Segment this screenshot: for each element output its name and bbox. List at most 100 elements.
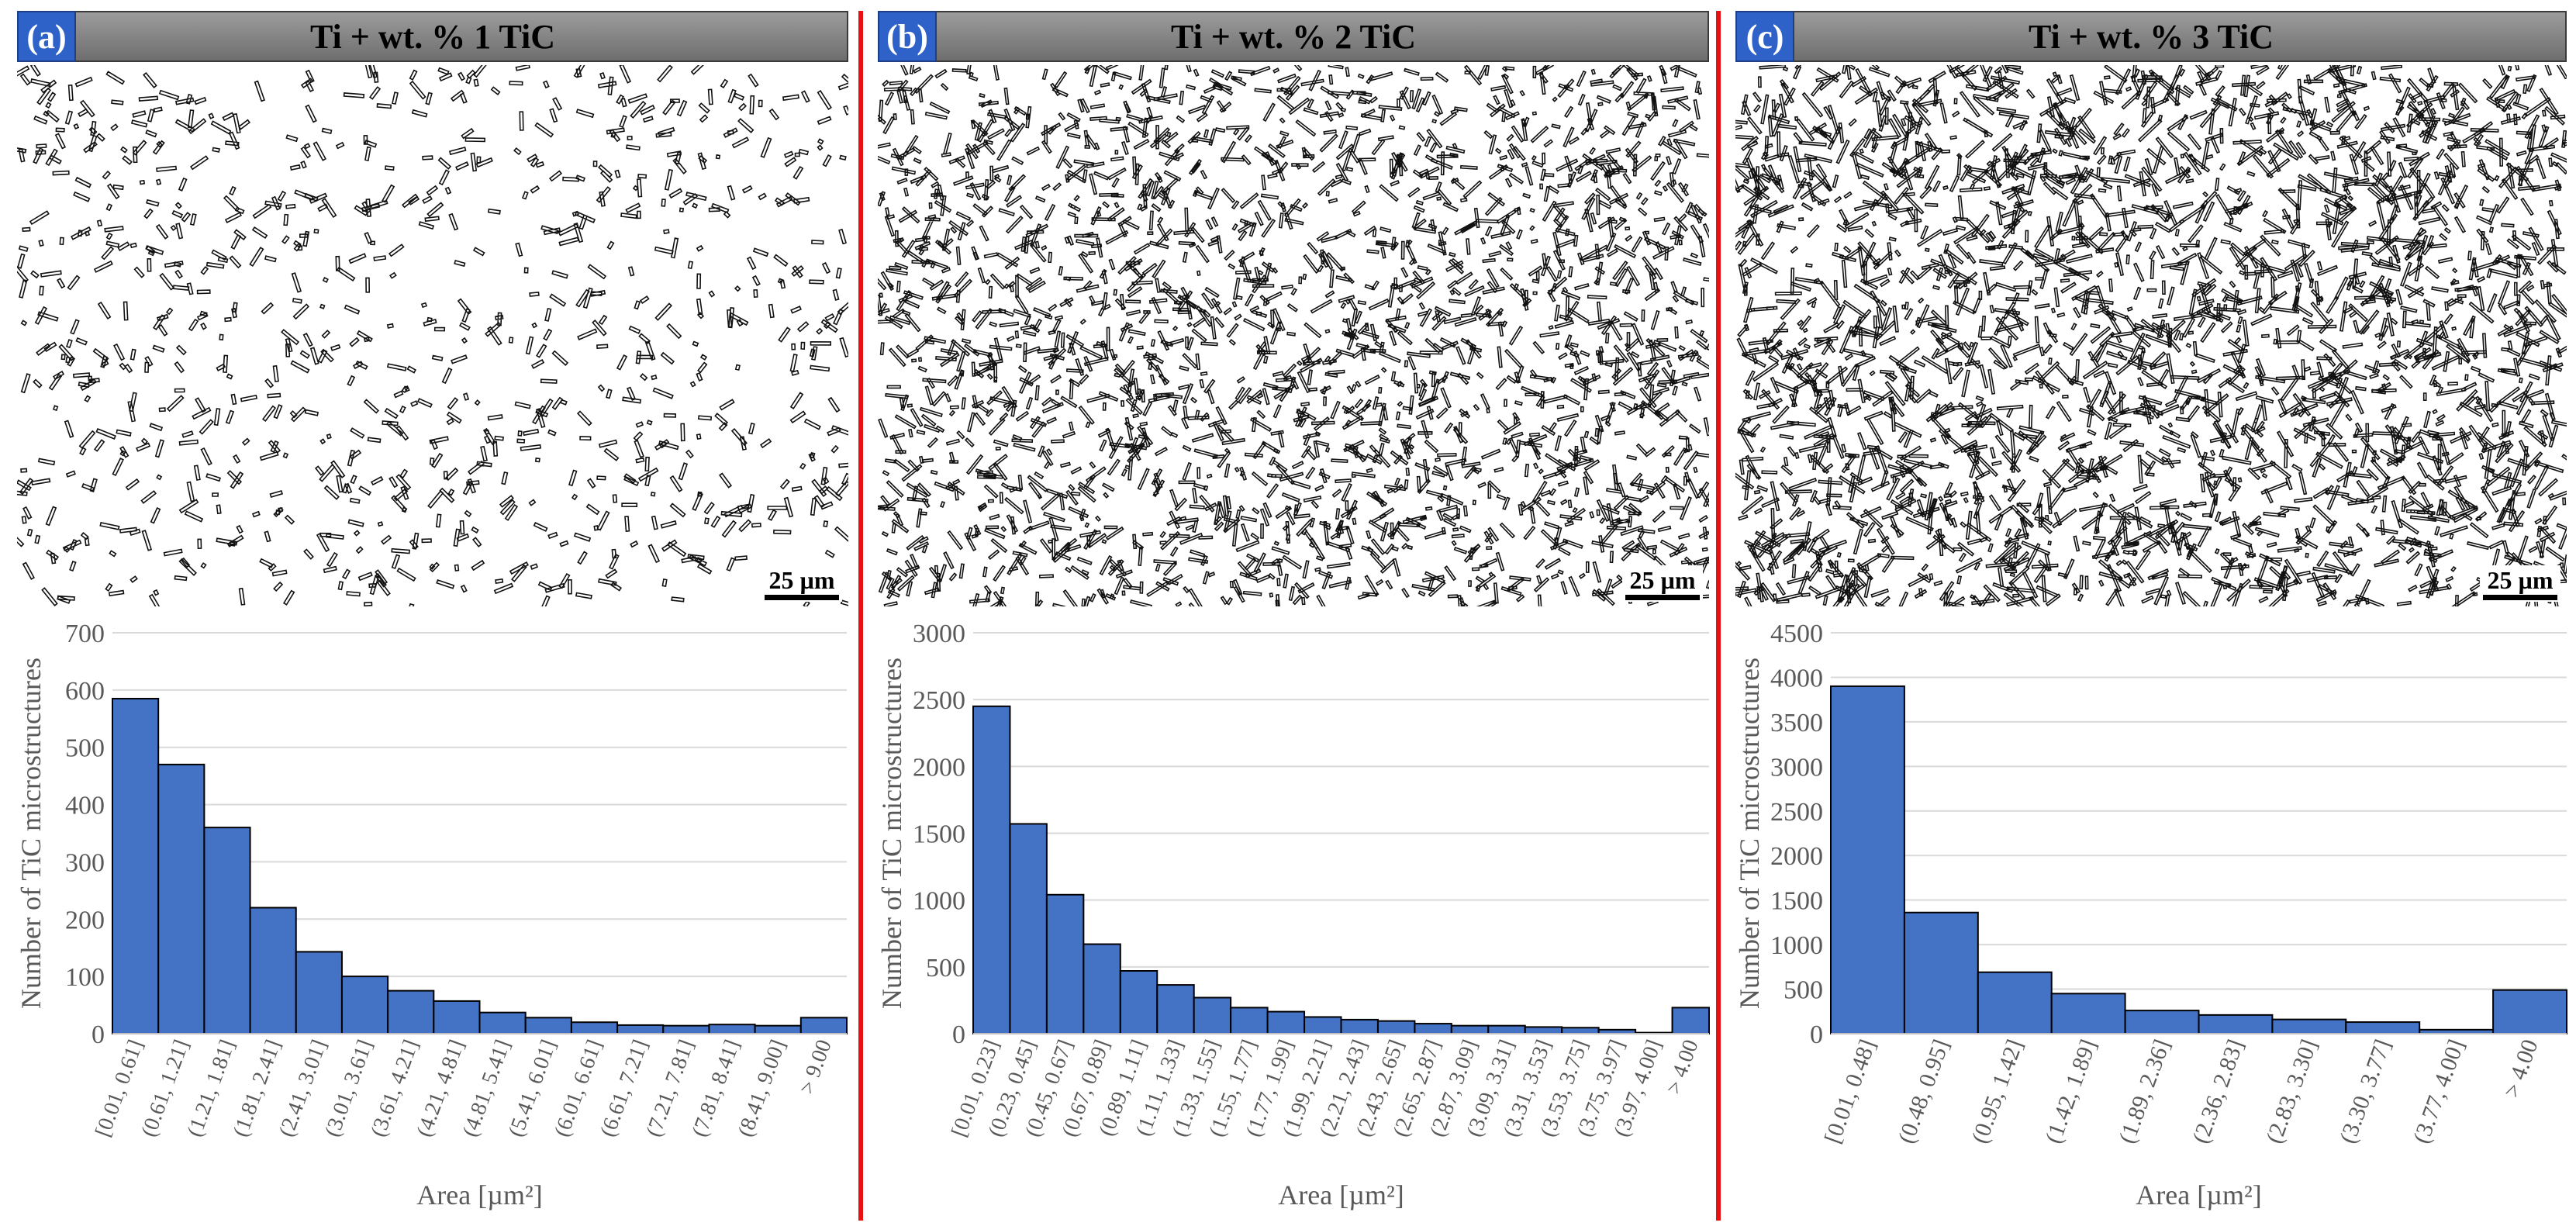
histogram-bar [340, 976, 389, 1034]
histogram-bar [2124, 1010, 2200, 1035]
scale-bar-label: 25 µm [768, 566, 835, 594]
y-tick-label: 700 [65, 620, 105, 648]
histogram-bar [1376, 1020, 1416, 1035]
scale-bar: 25 µm [1622, 565, 1703, 602]
y-tick-label: 3500 [1770, 709, 1823, 737]
panel-tag: (c) [1735, 11, 1794, 62]
y-tick-label: 400 [65, 792, 105, 820]
y-tick-label: 2000 [1770, 842, 1823, 871]
x-tick-label: (1.42, 1.89] [2040, 1036, 2101, 1147]
histogram-bar [1230, 1007, 1269, 1034]
histogram-bar [1156, 984, 1195, 1034]
y-tick-label: 500 [65, 734, 105, 763]
x-tick-label: > 4.00 [1662, 1037, 1704, 1097]
histogram-bar [708, 1024, 756, 1035]
x-tick-label: (3.30, 3.77] [2335, 1036, 2396, 1147]
y-tick-label: 2000 [913, 753, 965, 782]
histogram-bar [662, 1024, 710, 1034]
panel-title: Ti + wt. % 3 TiC [1735, 11, 2567, 62]
y-tick-label: 4500 [1770, 620, 1823, 648]
y-tick-label: 300 [65, 848, 105, 877]
histogram-bar [2345, 1021, 2421, 1035]
histogram-bar [1083, 943, 1121, 1034]
histogram-bar [2050, 993, 2126, 1034]
histogram-bar [295, 951, 343, 1034]
panel-title: Ti + wt. % 2 TiC [878, 11, 1709, 62]
histogram-bar [433, 1000, 481, 1034]
x-tick-label: > 4.00 [2498, 1036, 2543, 1101]
panel-tag: (b) [878, 11, 937, 62]
histogram-bar [2271, 1018, 2347, 1035]
microstructure-outlines [878, 65, 1709, 606]
micrograph-image [17, 65, 848, 606]
panel-a: Ti + wt. % 1 TiC (a) 25 µm 0 100 200 300 400… [0, 0, 858, 1226]
x-axis-label: Area [µm²] [1278, 1179, 1404, 1210]
y-tick-label: 100 [65, 963, 105, 992]
histogram-bar [972, 705, 1011, 1035]
y-tick-label: 500 [926, 954, 965, 983]
histogram-bar [1561, 1027, 1600, 1034]
y-axis-label: Number of TiC microstructures [1734, 658, 1765, 1009]
scale-bar: 25 µm [761, 565, 842, 602]
histogram-bar [1671, 1007, 1711, 1034]
x-tick-label: > 9.00 [795, 1037, 837, 1097]
y-tick-label: 2500 [913, 686, 965, 715]
histogram-bar [1487, 1024, 1526, 1034]
x-tick-label: (0.95, 1.42] [1967, 1036, 2028, 1147]
histogram-bar [2492, 989, 2567, 1034]
panel-divider [1716, 11, 1721, 1221]
y-tick-label: 1000 [1770, 931, 1823, 960]
x-tick-label: [0.01, 0.48] [1820, 1036, 1881, 1147]
histogram-bar [112, 697, 160, 1035]
y-axis-label: Number of TiC microstructures [876, 658, 907, 1009]
micrograph: 25 µm [1735, 65, 2567, 606]
y-tick-label: 3000 [913, 620, 965, 648]
x-tick-label: (1.89, 2.36] [2114, 1036, 2175, 1147]
x-tick-label: (3.77, 4.00] [2409, 1036, 2470, 1147]
y-tick-label: 200 [65, 906, 105, 934]
y-tick-label: 4000 [1770, 664, 1823, 692]
histogram-bar [1903, 911, 1979, 1034]
panel-c: Ti + wt. % 3 TiC (c) 25 µm 0 500 1000 1500 2… [1718, 0, 2576, 1226]
histogram-bar [203, 827, 251, 1034]
y-tick-label: 1000 [913, 887, 965, 916]
histogram-bar [799, 1017, 848, 1035]
histogram-bar [1119, 970, 1159, 1034]
scale-bar-label: 25 µm [1629, 566, 1696, 594]
histogram-bar [249, 907, 297, 1034]
histogram-bar [616, 1024, 665, 1035]
histogram-bar [1193, 996, 1232, 1034]
panel-b: Ti + wt. % 2 TiC (b) 25 µm 0 500 1000 1500 2… [861, 0, 1718, 1226]
histogram-chart: 0 500 1000 1500 2000 2500 3000 3500 4000 4500 [0.0… [1734, 620, 2567, 1210]
histogram-bar [524, 1017, 572, 1035]
histogram-bar [1830, 685, 1905, 1035]
micrograph: 25 µm [17, 65, 848, 606]
y-tick-label: 3000 [1770, 753, 1823, 782]
y-tick-label: 0 [92, 1021, 105, 1049]
panel-divider [858, 11, 863, 1221]
histogram-bar [1524, 1026, 1563, 1035]
histogram-bar [387, 989, 435, 1035]
scale-bar-line [765, 595, 839, 600]
microstructure-outlines [17, 65, 848, 606]
y-tick-label: 500 [1784, 976, 1823, 1005]
histogram-bar [1045, 893, 1085, 1035]
histogram-bar [1304, 1016, 1342, 1034]
y-tick-label: 0 [1810, 1021, 1823, 1049]
histogram-bar [1340, 1018, 1379, 1035]
histogram-bar [2198, 1014, 2274, 1035]
histogram-bar [478, 1011, 527, 1034]
histogram-bar [754, 1024, 802, 1034]
panel-title: Ti + wt. % 1 TiC [17, 11, 848, 62]
scale-bar-line [1625, 595, 1700, 600]
y-tick-label: 1500 [913, 820, 965, 849]
histogram-bar [1009, 823, 1048, 1034]
y-tick-label: 1500 [1770, 887, 1823, 916]
scale-bar-line [2483, 595, 2557, 600]
x-tick-label: (2.36, 2.83] [2188, 1036, 2249, 1147]
x-tick-label: (0.48, 0.95] [1894, 1036, 1955, 1147]
x-axis-label: Area [µm²] [2136, 1179, 2261, 1210]
y-tick-label: 2500 [1770, 798, 1823, 827]
